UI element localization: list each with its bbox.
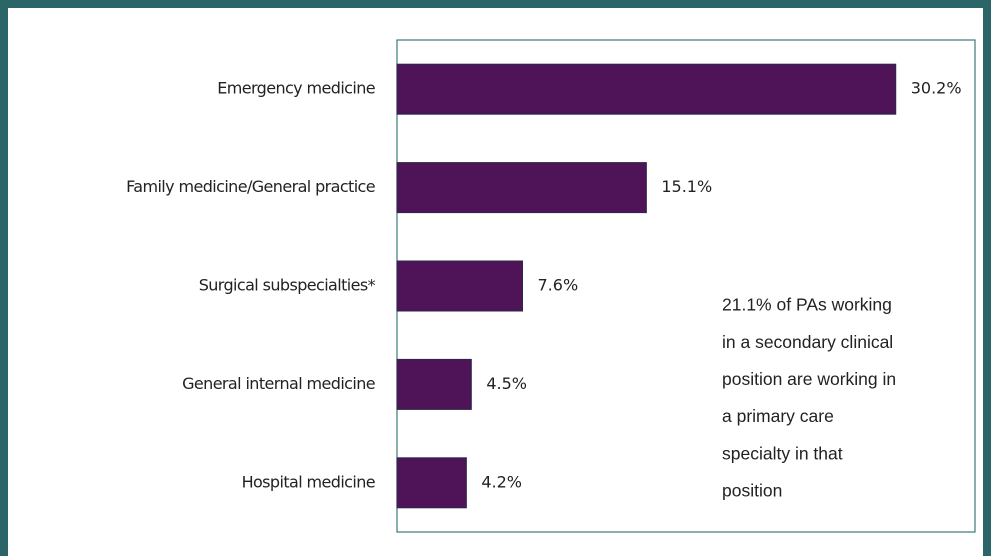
bar bbox=[396, 457, 467, 509]
bar bbox=[396, 63, 897, 115]
annotation: 21.1% of PAs working bbox=[722, 295, 892, 315]
annotation: a primary care bbox=[722, 406, 834, 426]
annotation: in a secondary clinical bbox=[722, 332, 893, 352]
annotation: specialty in that bbox=[722, 443, 843, 463]
bar bbox=[396, 162, 647, 214]
category-label: Emergency medicine bbox=[217, 79, 375, 98]
annotation: position are working in bbox=[722, 369, 896, 389]
value-label: 4.5% bbox=[486, 374, 527, 393]
value-label: 7.6% bbox=[538, 276, 579, 295]
category-label: Family medicine/General practice bbox=[126, 177, 375, 196]
category-label: Surgical subspecialties* bbox=[199, 276, 376, 295]
bar bbox=[396, 260, 524, 312]
value-label: 4.2% bbox=[481, 472, 522, 491]
bar bbox=[396, 358, 472, 410]
annotation: position bbox=[722, 481, 782, 501]
category-label: General internal medicine bbox=[182, 374, 375, 393]
category-label: Hospital medicine bbox=[242, 472, 375, 491]
value-label: 30.2% bbox=[911, 79, 962, 98]
value-label: 15.1% bbox=[661, 177, 712, 196]
